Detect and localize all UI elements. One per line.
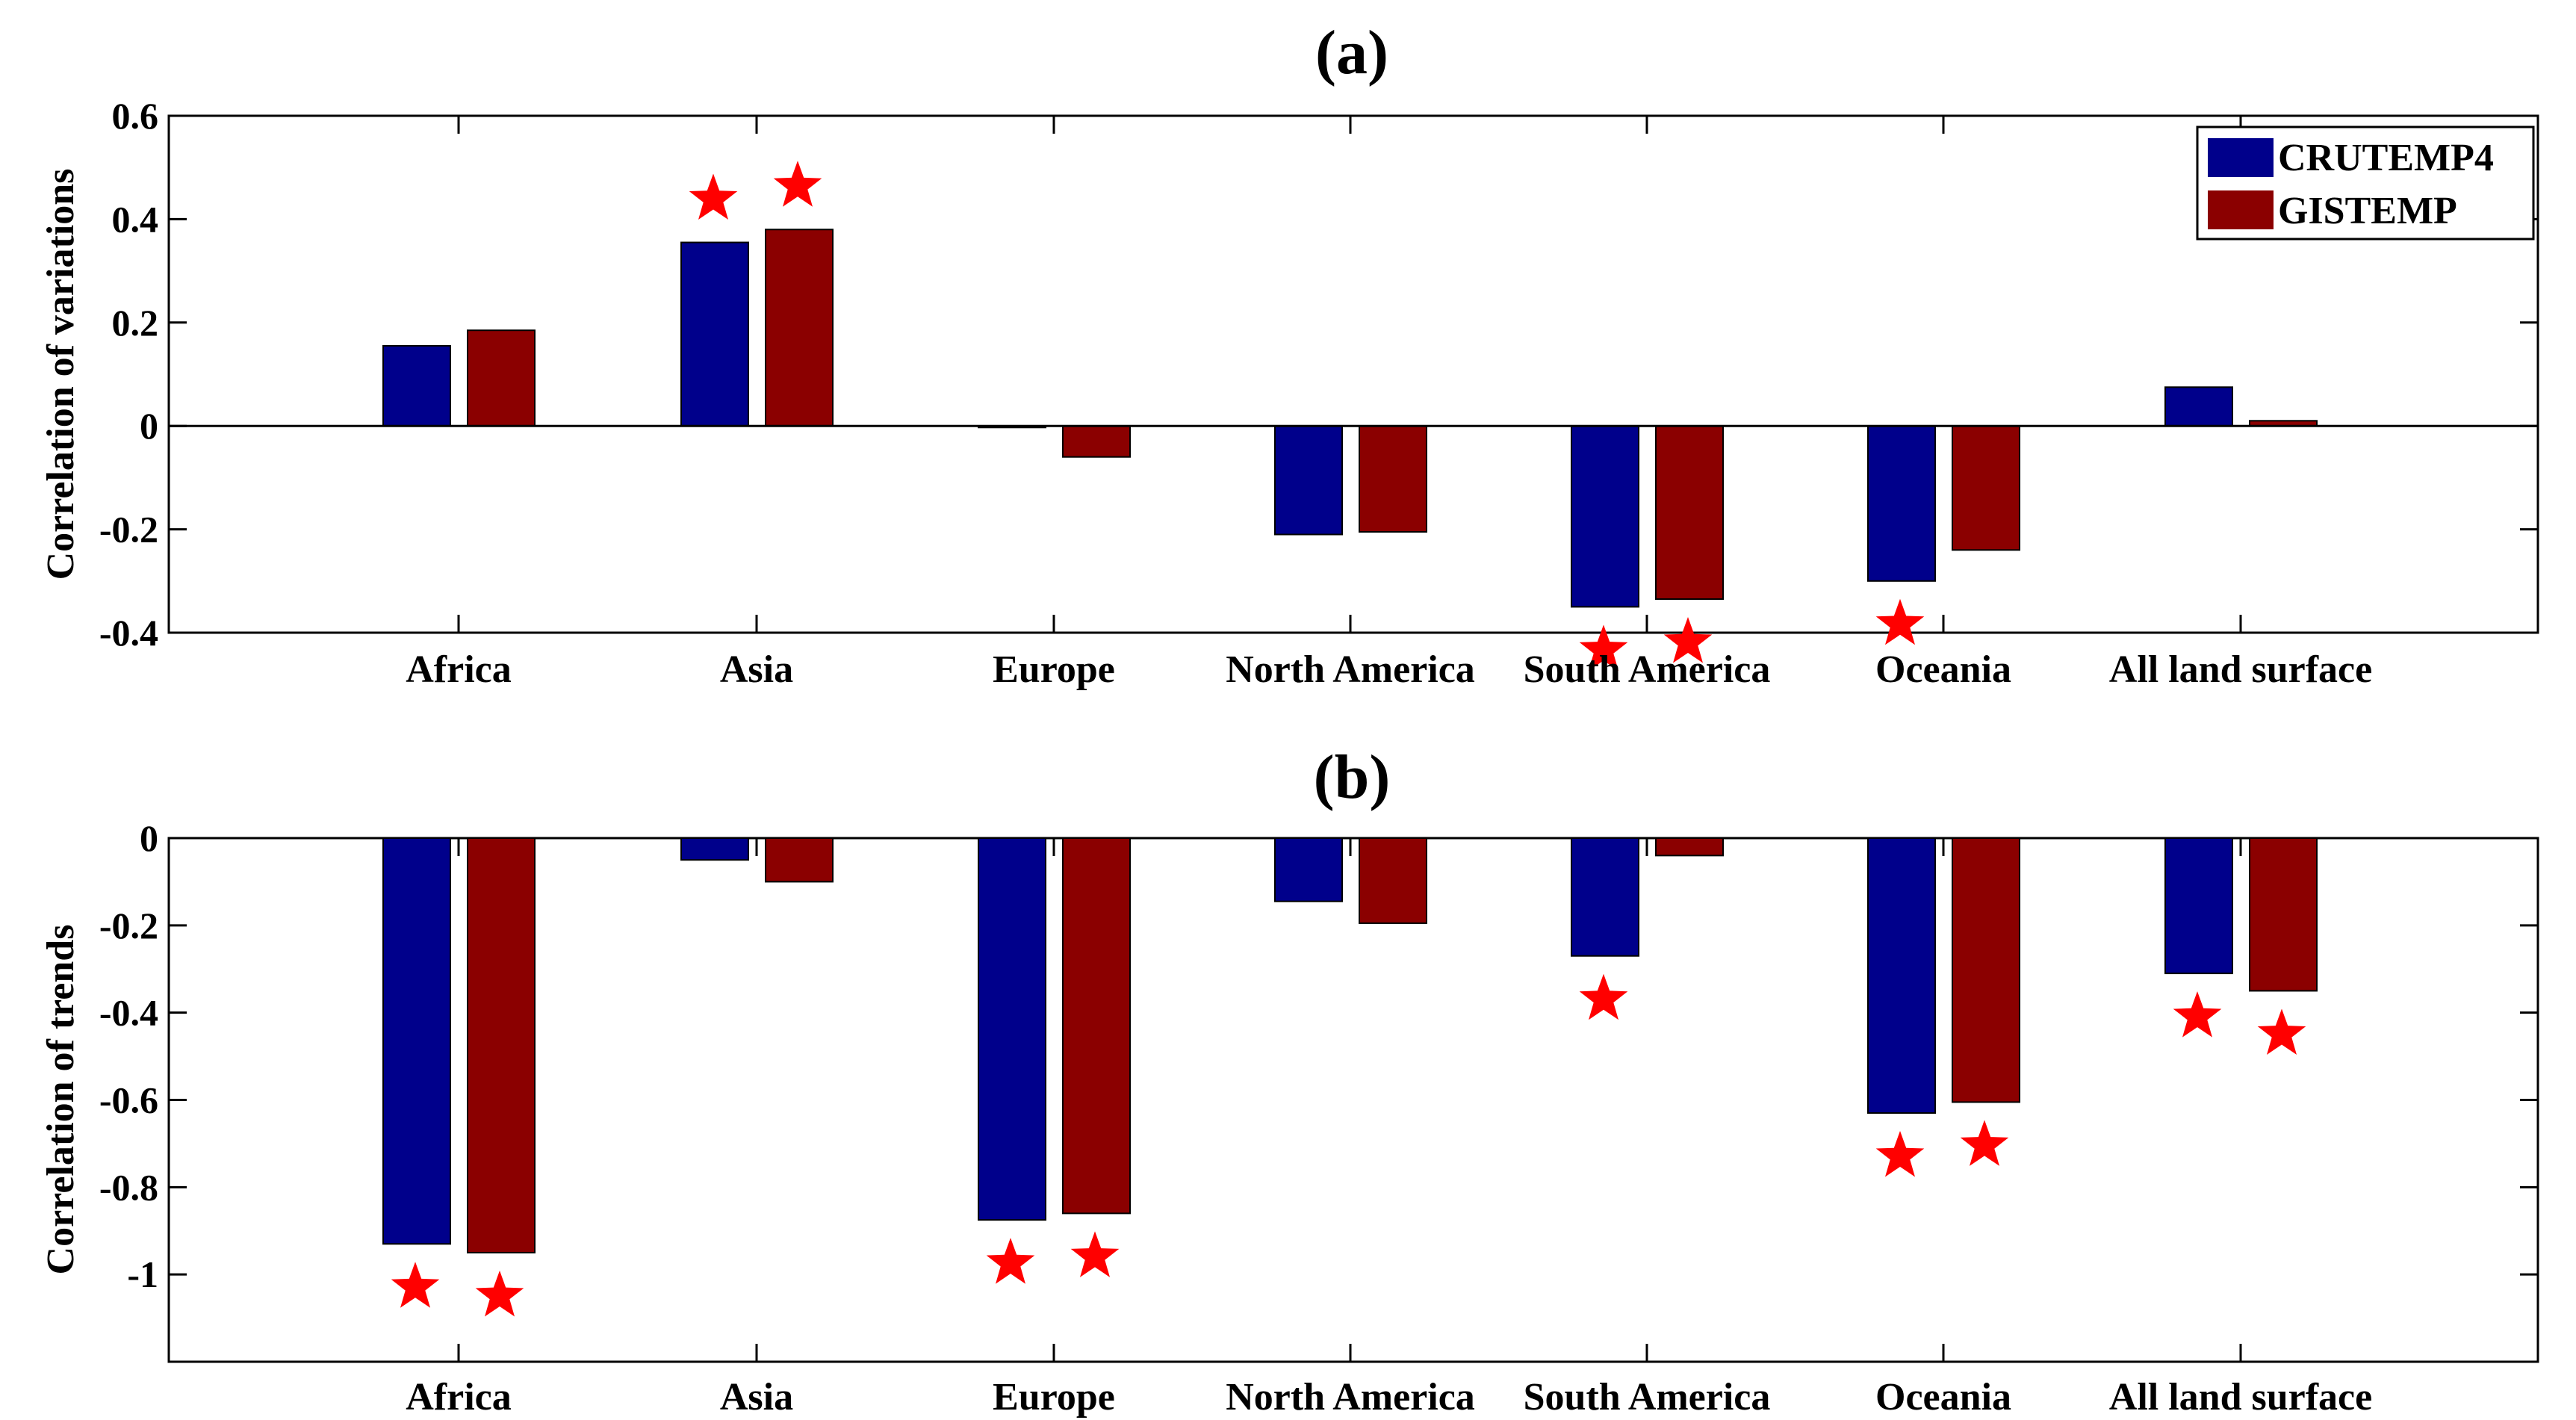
panel-a-ytick-label: 0.2 (112, 302, 159, 344)
bar-b-gistemp-oceania (1952, 837, 2020, 1103)
significance-star-a-crutemp4-south-america (1579, 624, 1628, 671)
panel-b-category-labels: Africa Asia Europe North America South Ameri… (406, 1376, 2372, 1419)
panel-a-significance-stars (689, 161, 1925, 671)
panel-a-ytick-label: 0.4 (112, 198, 159, 240)
bar-b-crutemp4-all-land-surface (2164, 837, 2233, 975)
legend: CRUTEMP4 GISTEMP (2196, 125, 2535, 241)
panel-a-variations: (a) -0.4 -0.2 0 0.2 0.4 0.6 Africa Asia Europe N… (40, 18, 2539, 691)
panel-a-axes-box (167, 114, 2539, 634)
bar-a-gistemp-south-america (1655, 425, 1724, 601)
panel-a-category-label: Europe (993, 648, 1115, 691)
significance-star-b-crutemp4-all-land-surface (2173, 991, 2222, 1038)
bar-b-gistemp-all-land-surface (2249, 837, 2318, 992)
panel-a-y-axis-label: Correlation of variations (40, 169, 82, 580)
panel-b-significance-stars (391, 973, 2306, 1317)
bar-a-crutemp4-all-land-surface (2164, 386, 2233, 427)
panel-b-ytick-label: 0 (140, 817, 158, 859)
panel-a-ytick-label: -0.4 (99, 612, 158, 654)
significance-star-b-gistemp-all-land-surface (2257, 1008, 2306, 1055)
significance-star-b-crutemp4-oceania (1875, 1131, 1925, 1177)
significance-star-b-gistemp-africa (475, 1271, 524, 1317)
significance-star-b-crutemp4-africa (391, 1262, 440, 1308)
panel-b-category-label: Oceania (1875, 1376, 2011, 1419)
panel-b-ytick-label: -0.4 (99, 992, 158, 1034)
bar-a-crutemp4-asia (680, 241, 749, 427)
bar-b-gistemp-asia (765, 837, 834, 883)
bar-a-crutemp4-north-america (1274, 425, 1343, 536)
bar-a-crutemp4-africa (382, 344, 451, 427)
panel-b-ytick-label: -0.8 (99, 1166, 158, 1208)
panel-a-y-ticks: -0.4 -0.2 0 0.2 0.4 0.6 (99, 95, 2538, 654)
significance-star-a-crutemp4-oceania (1875, 598, 1925, 645)
bar-b-gistemp-africa (467, 837, 536, 1253)
panel-a-category-labels: Africa Asia Europe North America South Ameri… (406, 648, 2372, 691)
bar-a-gistemp-oceania (1952, 425, 2020, 551)
bar-a-crutemp4-south-america (1571, 425, 1639, 608)
panel-b-y-axis-label: Correlation of trends (40, 925, 82, 1275)
panel-a-title: (a) (1315, 18, 1388, 87)
panel-b-y-ticks: -1 -0.8 -0.6 -0.4 -0.2 0 (99, 817, 2538, 1362)
bar-b-gistemp-europe (1062, 837, 1131, 1215)
bar-b-crutemp4-oceania (1867, 837, 1936, 1114)
panel-b-category-label: Asia (720, 1376, 793, 1419)
panel-b-trends: (b) -1 -0.8 -0.6 -0.4 -0.2 0 Africa Asia Europe… (40, 742, 2539, 1419)
panel-b-category-label: All land surface (2109, 1376, 2372, 1419)
bar-b-crutemp4-north-america (1274, 837, 1343, 902)
bar-b-gistemp-north-america (1359, 837, 1427, 924)
panel-b-ytick-label: -0.6 (99, 1079, 158, 1121)
panel-b-ytick-label: -1 (127, 1253, 158, 1295)
bar-b-crutemp4-south-america (1571, 837, 1639, 957)
panel-b-ytick-label: -0.2 (99, 905, 158, 946)
bar-b-crutemp4-asia (680, 837, 749, 861)
significance-star-b-gistemp-europe (1070, 1231, 1120, 1277)
panel-b-category-label: North America (1226, 1376, 1475, 1419)
bar-b-crutemp4-africa (382, 837, 451, 1245)
panel-b-title: (b) (1314, 742, 1391, 812)
panel-b-category-label: Africa (406, 1376, 511, 1419)
significance-star-b-crutemp4-south-america (1579, 973, 1628, 1020)
panel-a-ytick-label: -0.2 (99, 509, 158, 551)
significance-star-b-crutemp4-europe (986, 1238, 1035, 1284)
bar-b-gistemp-south-america (1655, 837, 1724, 857)
legend-label-gistemp: GISTEMP (2278, 190, 2457, 232)
legend-label-crutemp4: CRUTEMP4 (2278, 137, 2494, 179)
panel-a-category-label: Oceania (1875, 648, 2011, 691)
panel-a-ytick-label: 0 (140, 405, 158, 447)
panel-a-bars (382, 229, 2318, 608)
bar-b-crutemp4-europe (978, 837, 1046, 1221)
legend-swatch-gistemp (2208, 190, 2274, 229)
panel-b-bars (382, 837, 2318, 1253)
panel-a-category-label: All land surface (2109, 648, 2372, 691)
significance-star-b-gistemp-oceania (1960, 1120, 2009, 1166)
significance-star-a-gistemp-asia (773, 161, 822, 207)
bar-a-gistemp-africa (467, 329, 536, 427)
bar-a-gistemp-north-america (1359, 425, 1427, 533)
panel-a-category-label: North America (1226, 648, 1475, 691)
bar-a-gistemp-europe (1062, 425, 1131, 458)
legend-swatch-crutemp4 (2208, 138, 2274, 177)
bar-a-gistemp-asia (765, 229, 834, 427)
significance-star-a-crutemp4-asia (689, 173, 738, 220)
panel-a-ytick-label: 0.6 (112, 95, 159, 137)
bar-a-crutemp4-oceania (1867, 425, 1936, 582)
panel-a-category-label: South America (1524, 648, 1771, 691)
panel-a-category-label: Asia (720, 648, 793, 691)
significance-star-a-gistemp-south-america (1663, 617, 1713, 663)
panel-a-category-label: Africa (406, 648, 511, 691)
panel-b-category-label: Europe (993, 1376, 1115, 1419)
panel-b-category-label: South America (1524, 1376, 1771, 1419)
